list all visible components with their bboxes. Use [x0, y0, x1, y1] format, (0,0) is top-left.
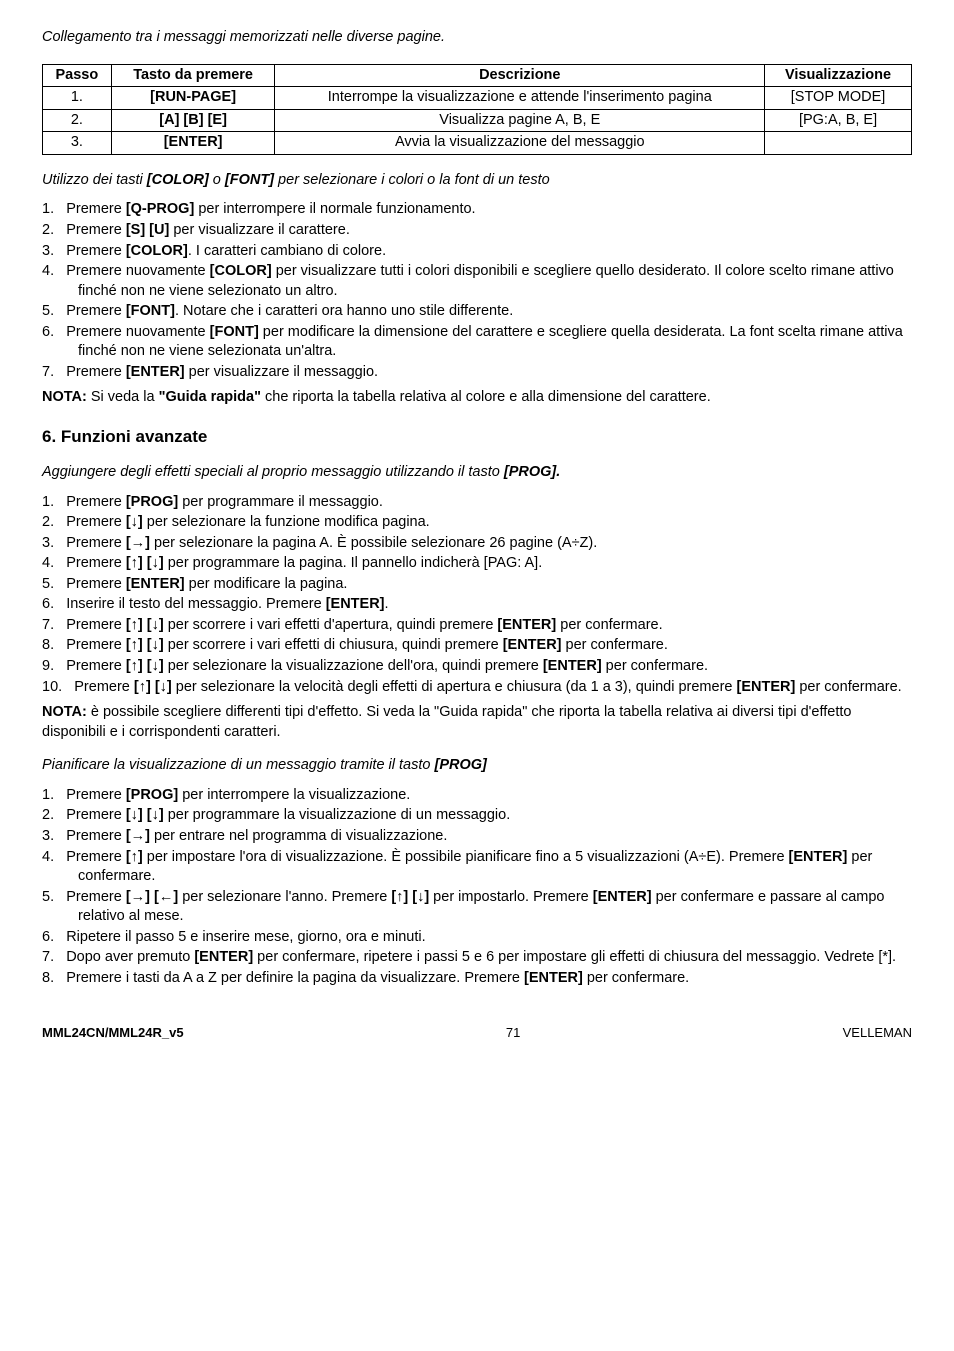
t: Aggiungere degli effetti speciali al pro…: [42, 464, 504, 480]
page-subtitle: Collegamento tra i messaggi memorizzati …: [42, 28, 912, 48]
cell: [STOP MODE]: [765, 87, 912, 110]
list-item: 1. Premere [PROG] per programmare il mes…: [42, 493, 912, 513]
th-tasto: Tasto da premere: [111, 64, 275, 87]
th-passo: Passo: [43, 64, 112, 87]
heading-6: 6. Funzioni avanzate: [42, 426, 912, 449]
list-item: 1. Premere [PROG] per interrompere la vi…: [42, 786, 912, 806]
list-item: 5. Premere [ENTER] per modificare la pag…: [42, 575, 912, 595]
list-item: 4. Premere [↑] [↓] per programmare la pa…: [42, 554, 912, 574]
th-descrizione: Descrizione: [275, 64, 765, 87]
section1-note: NOTA: Si veda la "Guida rapida" che ripo…: [42, 388, 912, 408]
section2-list: 1. Premere [PROG] per programmare il mes…: [42, 493, 912, 698]
cell: [PG:A, B, E]: [765, 109, 912, 132]
list-item: 7. Dopo aver premuto [ENTER] per conferm…: [42, 948, 912, 968]
cell: [ENTER]: [111, 132, 275, 155]
note-label: NOTA:: [42, 389, 87, 405]
list-item: 2. Premere [↓] [↓] per programmare la vi…: [42, 806, 912, 826]
cell: 3.: [43, 132, 112, 155]
list-item: 9. Premere [↑] [↓] per selezionare la vi…: [42, 657, 912, 677]
cell: Visualizza pagine A, B, E: [275, 109, 765, 132]
list-item: 6. Inserire il testo del messaggio. Prem…: [42, 595, 912, 615]
section3-title: Pianificare la visualizzazione di un mes…: [42, 756, 912, 776]
note-label: NOTA:: [42, 704, 87, 720]
t: o: [209, 172, 225, 188]
section1-list: 1. Premere [Q-PROG] per interrompere il …: [42, 200, 912, 382]
t: che riporta la tabella relativa al color…: [261, 389, 711, 405]
t: [FONT]: [225, 172, 274, 188]
list-item: 2. Premere [↓] per selezionare la funzio…: [42, 513, 912, 533]
footer-center: 71: [506, 1024, 520, 1042]
steps-table: Passo Tasto da premere Descrizione Visua…: [42, 64, 912, 155]
cell: [A] [B] [E]: [111, 109, 275, 132]
list-item: 1. Premere [Q-PROG] per interrompere il …: [42, 200, 912, 220]
section2-note: NOTA: è possibile scegliere differenti t…: [42, 703, 912, 742]
t: [PROG].: [504, 464, 560, 480]
list-item: 7. Premere [ENTER] per visualizzare il m…: [42, 363, 912, 383]
cell: [RUN-PAGE]: [111, 87, 275, 110]
t: [PROG]: [435, 757, 487, 773]
cell: Avvia la visualizzazione del messaggio: [275, 132, 765, 155]
cell: Interrompe la visualizzazione e attende …: [275, 87, 765, 110]
list-item: 4. Premere nuovamente [COLOR] per visual…: [42, 262, 912, 301]
cell: 2.: [43, 109, 112, 132]
t: Si veda la: [87, 389, 159, 405]
footer-right: VELLEMAN: [843, 1024, 912, 1042]
section3-list: 1. Premere [PROG] per interrompere la vi…: [42, 786, 912, 989]
th-visualizzazione: Visualizzazione: [765, 64, 912, 87]
t: [COLOR]: [147, 172, 209, 188]
list-item: 8. Premere i tasti da A a Z per definire…: [42, 969, 912, 989]
t: è possibile scegliere differenti tipi d'…: [42, 704, 851, 740]
footer-left: MML24CN/MML24R_v5: [42, 1024, 184, 1042]
list-item: 4. Premere [↑] per impostare l'ora di vi…: [42, 848, 912, 887]
t: per selezionare i colori o la font di un…: [274, 172, 550, 188]
page-footer: MML24CN/MML24R_v5 71 VELLEMAN: [42, 1024, 912, 1042]
list-item: 5. Premere [→] [←] per selezionare l'ann…: [42, 888, 912, 927]
list-item: 3. Premere [→] per selezionare la pagina…: [42, 534, 912, 554]
t: Utilizzo dei tasti: [42, 172, 147, 188]
cell: [765, 132, 912, 155]
list-item: 6. Ripetere il passo 5 e inserire mese, …: [42, 928, 912, 948]
section1-title: Utilizzo dei tasti [COLOR] o [FONT] per …: [42, 171, 912, 191]
list-item: 7. Premere [↑] [↓] per scorrere i vari e…: [42, 616, 912, 636]
list-item: 3. Premere [COLOR]. I caratteri cambiano…: [42, 242, 912, 262]
table-row: 3. [ENTER] Avvia la visualizzazione del …: [43, 132, 912, 155]
t: Pianificare la visualizzazione di un mes…: [42, 757, 435, 773]
table-row: 2. [A] [B] [E] Visualizza pagine A, B, E…: [43, 109, 912, 132]
list-item: 8. Premere [↑] [↓] per scorrere i vari e…: [42, 636, 912, 656]
t: "Guida rapida": [159, 389, 261, 405]
cell: 1.: [43, 87, 112, 110]
section2-title: Aggiungere degli effetti speciali al pro…: [42, 463, 912, 483]
list-item: 6. Premere nuovamente [FONT] per modific…: [42, 323, 912, 362]
list-item: 10. Premere [↑] [↓] per selezionare la v…: [42, 678, 912, 698]
list-item: 5. Premere [FONT]. Notare che i caratter…: [42, 302, 912, 322]
list-item: 2. Premere [S] [U] per visualizzare il c…: [42, 221, 912, 241]
list-item: 3. Premere [→] per entrare nel programma…: [42, 827, 912, 847]
table-row: 1. [RUN-PAGE] Interrompe la visualizzazi…: [43, 87, 912, 110]
